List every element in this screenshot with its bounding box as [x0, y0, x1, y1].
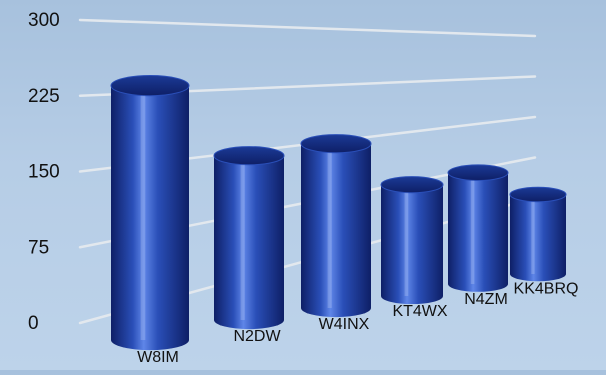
bar-top	[110, 74, 190, 97]
bar-body	[381, 184, 443, 305]
bar	[300, 134, 372, 318]
y-axis-ticks: 0 75 150 225 300	[28, 10, 60, 334]
bar-body	[301, 143, 371, 318]
x-category-label: KK4BRQ	[514, 280, 579, 297]
bar-highlight	[327, 152, 332, 308]
bar-body	[510, 194, 566, 282]
bar	[380, 176, 444, 305]
x-category-label: W8IM	[137, 349, 179, 366]
bar	[509, 186, 567, 282]
bar-body	[214, 155, 284, 330]
category-labels: W8IM N2DW W4INX KT4WX N4ZM KK4BRQ	[137, 280, 578, 366]
bars	[110, 74, 567, 351]
bar-highlight	[140, 95, 146, 341]
y-tick-label: 75	[28, 237, 49, 258]
x-category-label: W4INX	[319, 316, 370, 333]
y-tick-label: 0	[28, 313, 39, 334]
bar-top	[380, 176, 444, 194]
bar-highlight	[470, 180, 475, 284]
x-category-label: N4ZM	[464, 291, 508, 308]
bar	[110, 74, 190, 351]
gridline	[78, 18, 537, 38]
bar-body	[111, 85, 189, 351]
bar-highlight	[240, 164, 245, 320]
bar-top	[447, 164, 509, 181]
bar-top	[509, 186, 567, 203]
y-tick-label: 225	[28, 86, 60, 107]
bar-top	[213, 146, 285, 166]
bar	[447, 164, 509, 292]
x-category-label: N2DW	[233, 328, 281, 345]
y-tick-label: 300	[28, 10, 60, 31]
bar-highlight	[531, 201, 535, 274]
bar-body	[448, 172, 508, 292]
bar-highlight	[404, 192, 409, 296]
y-tick-label: 150	[28, 162, 60, 183]
x-category-label: KT4WX	[392, 303, 447, 320]
bar-top	[300, 134, 372, 154]
bar	[213, 146, 285, 330]
